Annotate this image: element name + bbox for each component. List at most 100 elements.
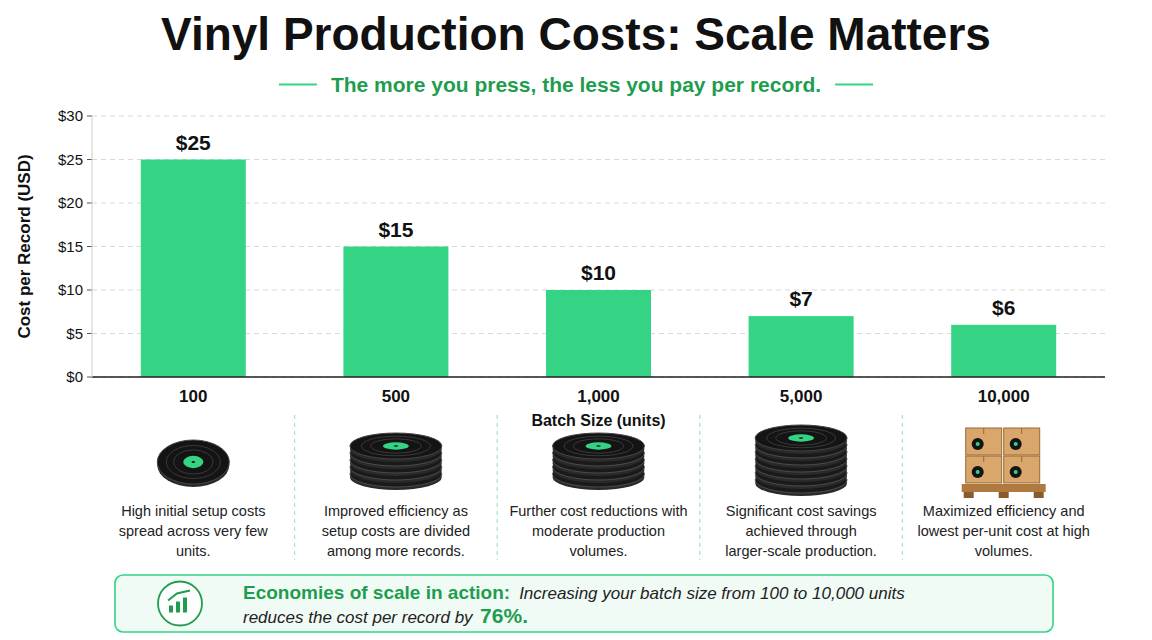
y-tick — [87, 116, 92, 117]
record-groove — [166, 446, 220, 479]
x-axis-line — [92, 376, 1105, 378]
box-tape — [983, 428, 984, 434]
bar — [141, 160, 246, 378]
record-disc — [755, 425, 847, 451]
y-tick-label: $5 — [66, 325, 83, 342]
callout-icon-bar — [169, 606, 173, 613]
callout-icon-bar — [183, 598, 187, 613]
x-tick-label: 5,000 — [780, 387, 823, 406]
text-line: Further cost reductions with — [509, 503, 687, 519]
y-tick-label: $15 — [58, 238, 83, 255]
y-tick-label: $20 — [58, 194, 83, 211]
callout-icon-arrow — [168, 591, 190, 601]
text-line: larger-scale production. — [725, 543, 877, 559]
box — [966, 456, 1002, 483]
pallet-foot — [1034, 492, 1044, 498]
data-label: $6 — [992, 296, 1015, 319]
bars — [141, 160, 1056, 378]
bar — [951, 325, 1056, 377]
column-description: High initial setup costsspread across ve… — [119, 503, 269, 559]
callout-heading: Economies of scale in action: — [243, 582, 510, 603]
text-line: High initial setup costs — [121, 503, 265, 519]
box-record — [1010, 466, 1022, 478]
x-tick-label: 1,000 — [577, 387, 620, 406]
text-line: lowest per-unit cost at high — [917, 523, 1089, 539]
pallet-foot — [999, 492, 1009, 498]
text-line: moderate production — [532, 523, 665, 539]
text-line: Maximized efficiency and — [923, 503, 1085, 519]
record-disc — [350, 433, 442, 459]
x-axis-title: Batch Size (units) — [531, 412, 665, 429]
callout-icon-bar — [176, 602, 180, 613]
column-description: Maximized efficiency and lowest per-unit … — [917, 503, 1089, 559]
box — [1004, 428, 1040, 455]
box-record-label — [976, 442, 980, 446]
record-label — [586, 442, 612, 449]
data-label: $10 — [581, 261, 616, 284]
record-hole — [799, 437, 804, 438]
text-line: Significant cost savings — [726, 503, 877, 519]
data-label: $7 — [789, 287, 812, 310]
callout-highlight: 76%. — [480, 604, 528, 627]
box-tape — [1021, 456, 1022, 462]
callout-text: Increasing your batch size from 100 to 1… — [519, 584, 905, 603]
record-groove — [371, 439, 422, 453]
record-disc — [157, 440, 229, 484]
y-tick — [87, 159, 92, 160]
bar — [546, 290, 651, 377]
text-line: volumes. — [975, 543, 1033, 559]
callout-text: reduces the cost per record by — [243, 608, 474, 627]
box-record — [972, 438, 984, 450]
y-axis-line — [92, 116, 93, 377]
y-tick-label: $10 — [58, 281, 83, 298]
grid-line — [92, 116, 1105, 117]
column-separator — [497, 415, 498, 560]
record-groove — [361, 436, 430, 456]
data-label: $15 — [378, 218, 413, 241]
record-label — [183, 456, 203, 468]
box-record-label — [1014, 470, 1018, 474]
subtitle-rule — [835, 84, 873, 86]
y-tick — [87, 333, 92, 334]
icons — [157, 425, 1045, 498]
y-tick-label: $0 — [66, 368, 83, 385]
record-groove — [564, 436, 633, 456]
text-line: achieved through — [745, 523, 856, 539]
bar — [749, 316, 854, 377]
text-line: units. — [176, 543, 211, 559]
x-tick-label: 500 — [382, 387, 410, 406]
text-line: volumes. — [569, 543, 627, 559]
y-axis-title: Cost per Record (USD) — [15, 154, 34, 338]
y-tick — [87, 203, 92, 204]
callout-icon — [158, 582, 202, 626]
box-tape — [983, 456, 984, 462]
record-hole — [192, 461, 196, 463]
text-line: Improved efficiency as — [324, 503, 468, 519]
column-description: Significant cost savings achieved through… — [725, 503, 877, 559]
callout-box — [115, 575, 1053, 632]
bar — [343, 247, 448, 378]
record-label — [788, 434, 814, 441]
x-tick-label: 10,000 — [978, 387, 1030, 406]
grid — [87, 116, 1105, 377]
box-tape — [1021, 428, 1022, 434]
box — [1004, 456, 1040, 483]
box — [966, 428, 1002, 455]
record-groove — [767, 428, 836, 448]
text-line: among more records. — [327, 543, 465, 559]
y-tick-label: $30 — [58, 107, 83, 124]
chart-root: Vinyl Production Costs: Scale MattersThe… — [0, 0, 1152, 640]
column-description: Improved efficiency assetup costs are di… — [322, 503, 470, 559]
record-groove — [573, 439, 624, 453]
pallet-foot — [964, 492, 974, 498]
grid-line — [92, 377, 1105, 378]
record-groove — [776, 431, 827, 445]
record-hole — [394, 445, 399, 446]
column-separator — [699, 415, 700, 560]
record-label — [383, 442, 409, 449]
x-tick-label: 100 — [179, 387, 207, 406]
y-tick — [87, 377, 92, 378]
y-tick — [87, 246, 92, 247]
column-separator — [902, 415, 903, 560]
box-record — [972, 466, 984, 478]
